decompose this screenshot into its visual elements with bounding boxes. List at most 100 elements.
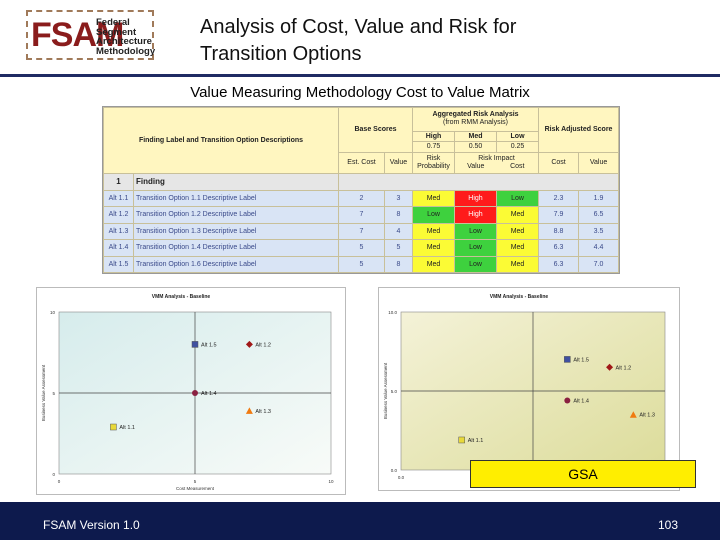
point-label: Alt 1.5 <box>201 342 217 348</box>
logo-mark: FSAM <box>31 16 124 54</box>
row-risk-probability: Med <box>412 239 455 257</box>
risk-impact-subcols: Value Cost <box>456 162 538 171</box>
row-est-cost: 7 <box>338 222 385 240</box>
row-description: Transition Option 1.3 Descriptive Label <box>133 222 339 240</box>
data-point <box>245 407 253 414</box>
y-tick-label: 0.0 <box>391 468 398 473</box>
data-point <box>564 397 571 404</box>
point-label: Alt 1.3 <box>639 413 655 419</box>
table-row: Alt 1.1 Transition Option 1.1 Descriptive… <box>103 189 620 207</box>
row-id: Alt 1.2 <box>103 206 134 224</box>
row-id: Alt 1.5 <box>103 255 134 273</box>
row-risk-probability: Low <box>412 206 455 224</box>
data-point <box>458 436 465 444</box>
row-value: 5 <box>384 239 413 257</box>
row-description: Transition Option 1.1 Descriptive Label <box>133 189 339 207</box>
row-est-cost: 7 <box>338 206 385 224</box>
data-point <box>191 341 199 348</box>
row-risk-cost: Med <box>495 255 540 273</box>
row-risk-cost: Med <box>495 206 540 224</box>
row-description: Transition Option 1.6 Descriptive Label <box>133 255 339 273</box>
logo-border <box>26 10 154 60</box>
data-point <box>629 411 637 418</box>
level-med-value: 0.50 <box>454 141 497 153</box>
page-number: 103 <box>657 518 678 532</box>
aggregated-risk-header: Aggregated Risk Analysis (from RMM Analy… <box>411 107 540 132</box>
adj-value-header: Value <box>578 151 620 174</box>
row-risk-probability: Med <box>412 255 455 273</box>
point-label: Alt 1.4 <box>573 398 589 404</box>
row-est-cost: 2 <box>338 189 385 207</box>
x-axis-label: Cost Measurement <box>176 486 215 491</box>
table-row: Alt 1.2 Transition Option 1.2 Descriptive… <box>103 206 620 224</box>
table-row: Alt 1.5 Transition Option 1.6 Descriptive… <box>103 255 620 273</box>
y-tick-label: 10.0 <box>388 310 397 315</box>
row-id: Alt 1.3 <box>103 222 134 240</box>
plot-title: VMM Analysis - Baseline <box>152 294 211 300</box>
adj-cost-header: Cost <box>538 151 580 174</box>
impact-cost-label: Cost <box>510 162 525 170</box>
risk-probability-header: Risk Probability <box>412 151 455 174</box>
row-risk-value: High <box>454 189 497 207</box>
point-label: Alt 1.5 <box>573 357 589 363</box>
impact-value-label: Value <box>467 162 485 170</box>
level-low-value: 0.25 <box>495 141 540 153</box>
gsa-badge: GSA <box>470 460 696 488</box>
row-adjusted-cost: 8.8 <box>538 222 580 240</box>
row-description: Transition Option 1.2 Descriptive Label <box>133 206 339 224</box>
y-tick-label: 0 <box>52 472 55 477</box>
row-adjusted-cost: 2.3 <box>538 189 580 207</box>
footer-bar: FSAM Version 1.0 103 <box>0 502 720 540</box>
y-tick-label: 5.0 <box>391 389 398 394</box>
probability-label: Probability <box>417 162 450 170</box>
group-label: Finding <box>133 172 339 191</box>
row-adjusted-cost: 6.3 <box>538 239 580 257</box>
group-number: 1 <box>103 172 134 191</box>
point-label: Alt 1.1 <box>119 425 135 431</box>
est-cost-header: Est. Cost <box>338 151 385 174</box>
matrix-table: Finding Label and Transition Option Desc… <box>103 107 620 273</box>
data-point <box>192 390 198 396</box>
row-adjusted-cost: 7.9 <box>538 206 580 224</box>
data-point <box>564 356 571 363</box>
base-scores-header: Base Scores <box>338 107 413 153</box>
x-tick-label: 0.0 <box>398 475 405 480</box>
fsam-logo: FSAM Federal Segment Architecture Method… <box>26 10 156 62</box>
footer-version: FSAM Version 1.0 <box>43 518 140 532</box>
row-risk-value: Low <box>454 222 497 240</box>
plot-title: VMM Analysis - Baseline <box>490 294 549 300</box>
level-low: Low <box>495 130 540 143</box>
aggregated-risk-sub: (from RMM Analysis) <box>443 119 508 127</box>
row-adjusted-value: 4.4 <box>578 239 620 257</box>
row-risk-cost: Med <box>495 239 540 257</box>
row-value: 3 <box>384 189 413 207</box>
logo-line-architecture: Architecture <box>96 36 152 47</box>
row-risk-probability: Med <box>412 222 455 240</box>
row-id: Alt 1.4 <box>103 239 134 257</box>
logo-subtitle: Federal Segment Architecture Methodology <box>96 18 155 56</box>
risk-impact-header: Risk Impact Value Cost <box>453 151 540 174</box>
row-risk-value: Low <box>454 255 497 273</box>
cost-value-matrix: Finding Label and Transition Option Desc… <box>102 106 620 274</box>
row-risk-cost: Low <box>495 189 540 207</box>
page-title-line-2: Transition Options <box>200 43 362 65</box>
row-adjusted-value: 7.0 <box>578 255 620 273</box>
scatter-plot-base: VMM Analysis - Baseline Cost Measurement B… <box>36 287 346 495</box>
title-divider <box>0 74 720 77</box>
logo-line-methodology: Methodology <box>96 45 156 57</box>
risk-adjusted-header: Risk Adjusted Score <box>538 107 620 153</box>
logo-line-federal: Federal <box>96 17 130 28</box>
point-label: Alt 1.2 <box>616 365 632 371</box>
row-value: 8 <box>384 206 413 224</box>
point-label: Alt 1.2 <box>255 342 271 348</box>
row-risk-value: High <box>454 206 497 224</box>
row-est-cost: 5 <box>338 255 385 273</box>
x-tick-label: 0 <box>58 479 61 484</box>
risk-label: Risk <box>426 154 441 162</box>
row-adjusted-value: 1.9 <box>578 189 620 207</box>
risk-impact-label: Risk Impact <box>478 154 515 162</box>
group-spacer <box>337 172 620 191</box>
